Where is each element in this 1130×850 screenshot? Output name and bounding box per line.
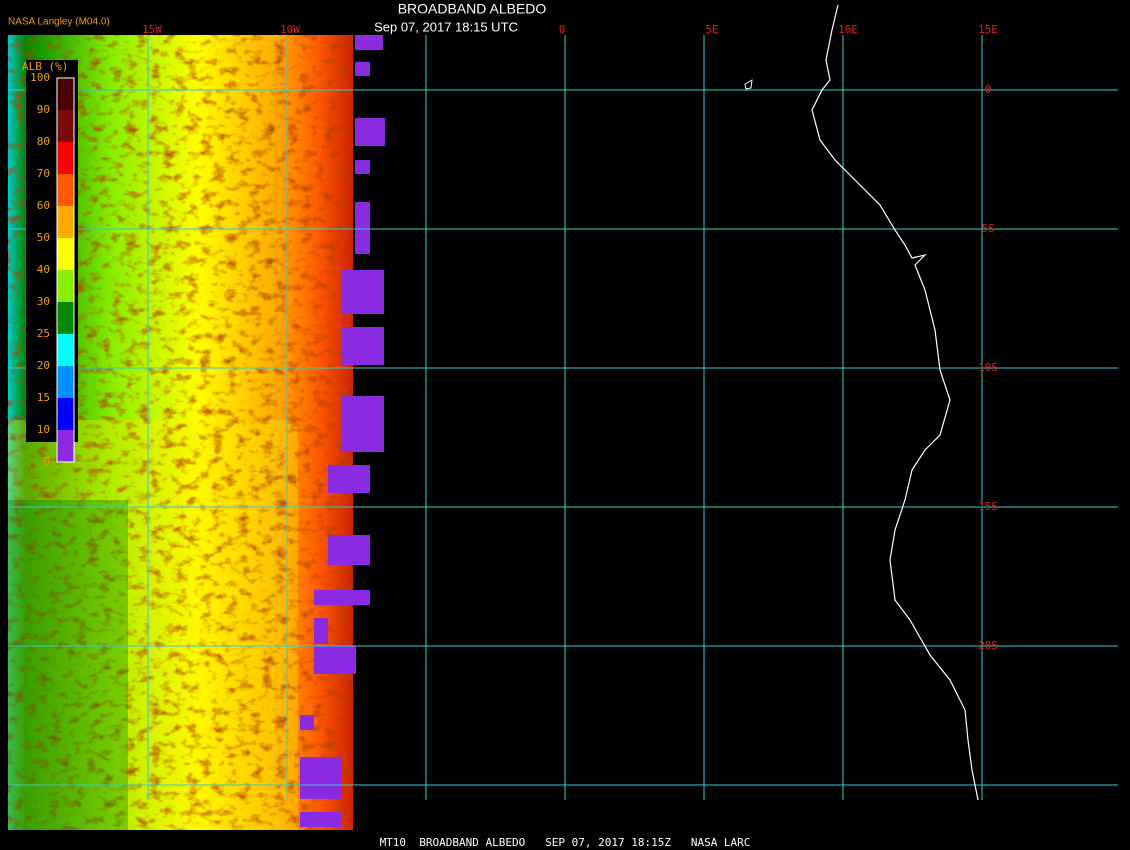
legend-swatch	[57, 238, 74, 270]
legend-tick: 60	[37, 199, 50, 212]
legend-tick: 25	[37, 327, 50, 340]
legend-label: ALB (%)	[22, 60, 68, 73]
latitude-label: 5S	[981, 222, 994, 235]
latitude-label: 15S	[978, 500, 998, 513]
legend-swatch	[57, 142, 74, 174]
longitude-label: 15W	[142, 23, 162, 36]
legend-tick: 80	[37, 135, 50, 148]
map-subtitle: Sep 07, 2017 18:15 UTC	[374, 19, 518, 34]
lat-lon-grid	[8, 35, 1118, 800]
island	[744, 79, 753, 90]
map-title: BROADBAND ALBEDO	[398, 1, 547, 17]
latitude-label: 20S	[978, 639, 998, 652]
legend-tick: 90	[37, 103, 50, 116]
legend-swatch	[57, 174, 74, 206]
longitude-label: 5E	[705, 23, 718, 36]
legend-tick: 10	[37, 423, 50, 436]
longitude-label: 10E	[838, 23, 858, 36]
coastline	[811, 4, 979, 801]
footer: MT10 BROADBAND ALBEDO SEP 07, 2017 18:15…	[380, 836, 751, 849]
legend-tick: 40	[37, 263, 50, 276]
credit: NASA Langley (M04.0)	[8, 17, 110, 28]
legend-frame	[56, 77, 75, 463]
legend-swatch	[57, 206, 74, 238]
legend-swatch	[57, 398, 74, 430]
legend-swatch	[57, 270, 74, 302]
legend-swatch	[57, 78, 74, 110]
legend-tick: 15	[37, 391, 50, 404]
legend-tick: 100	[30, 71, 50, 84]
legend-swatch	[57, 366, 74, 398]
longitude-label: 15E	[978, 23, 998, 36]
legend-swatch	[57, 334, 74, 366]
latitude-label: 10S	[978, 361, 998, 374]
legend-swatch	[57, 302, 74, 334]
legend-tick: 70	[37, 167, 50, 180]
longitude-label: 10W	[280, 23, 300, 36]
legend-tick: 50	[37, 231, 50, 244]
legend-tick: 30	[37, 295, 50, 308]
legend-tick: 0	[43, 455, 50, 468]
legend-swatch	[57, 430, 74, 462]
latitude-label: 0	[985, 83, 992, 96]
legend-swatch	[57, 110, 74, 142]
longitude-label: 0	[559, 23, 566, 36]
legend-tick: 20	[37, 359, 50, 372]
